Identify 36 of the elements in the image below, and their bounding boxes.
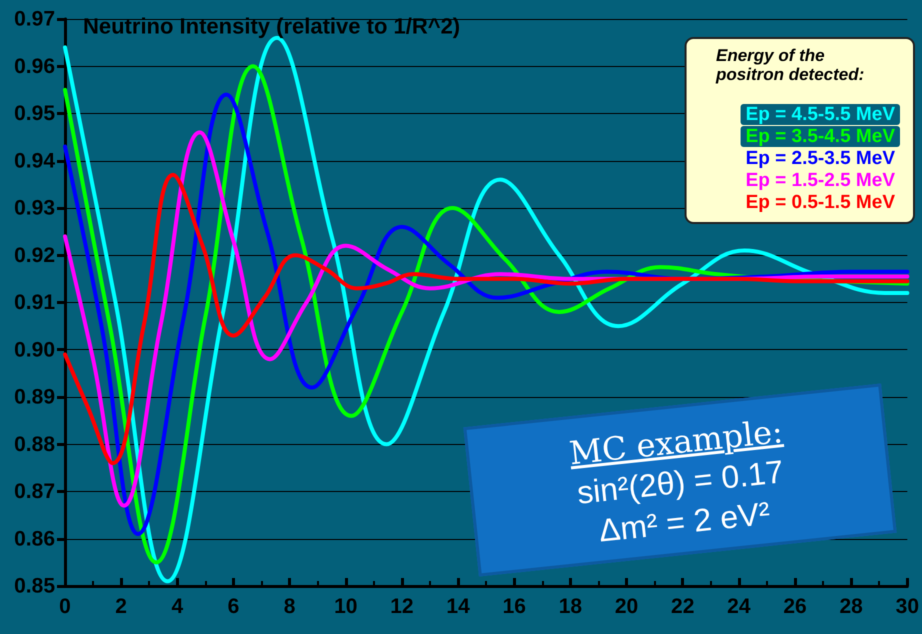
legend-title: Energy of the positron detected: bbox=[716, 46, 866, 84]
y-tick-label: 0.91 bbox=[14, 291, 56, 314]
x-tick-label: 24 bbox=[727, 595, 751, 618]
x-tick-label: 10 bbox=[334, 595, 358, 618]
x-tick-label: 22 bbox=[671, 595, 694, 618]
x-tick-label: 20 bbox=[614, 595, 638, 618]
text: Ep = 1.5-2.5 MeV bbox=[746, 170, 896, 191]
note-card: MC example: sin²(2θ) = 0.17 Δm² = 2 eV² bbox=[463, 383, 897, 577]
x-tick-label: 4 bbox=[171, 595, 184, 618]
text: Ep = 2.5-3.5 MeV bbox=[746, 148, 896, 169]
x-tick-label: 26 bbox=[783, 595, 807, 618]
x-tick-label: 0 bbox=[59, 595, 71, 618]
y-tick-label: 0.94 bbox=[14, 149, 56, 172]
y-tick-label: 0.86 bbox=[14, 527, 55, 550]
x-tick-label: 30 bbox=[896, 595, 919, 618]
text: Ep = 4.5-5.5 MeV bbox=[746, 104, 896, 125]
y-tick-label: 0.96 bbox=[14, 54, 55, 78]
x-tick-label: 16 bbox=[502, 595, 526, 618]
y-tick-label: 0.85 bbox=[14, 574, 56, 598]
y-tick-label: 0.97 bbox=[14, 8, 55, 30]
y-tick-label: 0.93 bbox=[14, 196, 55, 220]
x-tick-label: 28 bbox=[839, 595, 864, 618]
y-tick-label: 0.90 bbox=[14, 338, 55, 362]
y-tick-label: 0.92 bbox=[14, 244, 55, 267]
x-tick-label: 2 bbox=[115, 595, 127, 618]
x-tick-label: 18 bbox=[558, 595, 582, 618]
x-tick-label: 8 bbox=[284, 595, 296, 618]
y-tick-label: 0.87 bbox=[14, 480, 55, 503]
text: Ep = 0.5-1.5 MeV bbox=[746, 192, 896, 213]
x-tick-label: 14 bbox=[446, 595, 470, 618]
y-tick-label: 0.89 bbox=[14, 386, 55, 408]
x-tick-label: 6 bbox=[228, 595, 240, 618]
y-tick-label: 0.95 bbox=[14, 102, 56, 125]
text: Ep = 3.5-4.5 MeV bbox=[746, 126, 896, 147]
y-tick-label: 0.88 bbox=[14, 432, 56, 456]
x-tick-label: 12 bbox=[390, 595, 414, 618]
